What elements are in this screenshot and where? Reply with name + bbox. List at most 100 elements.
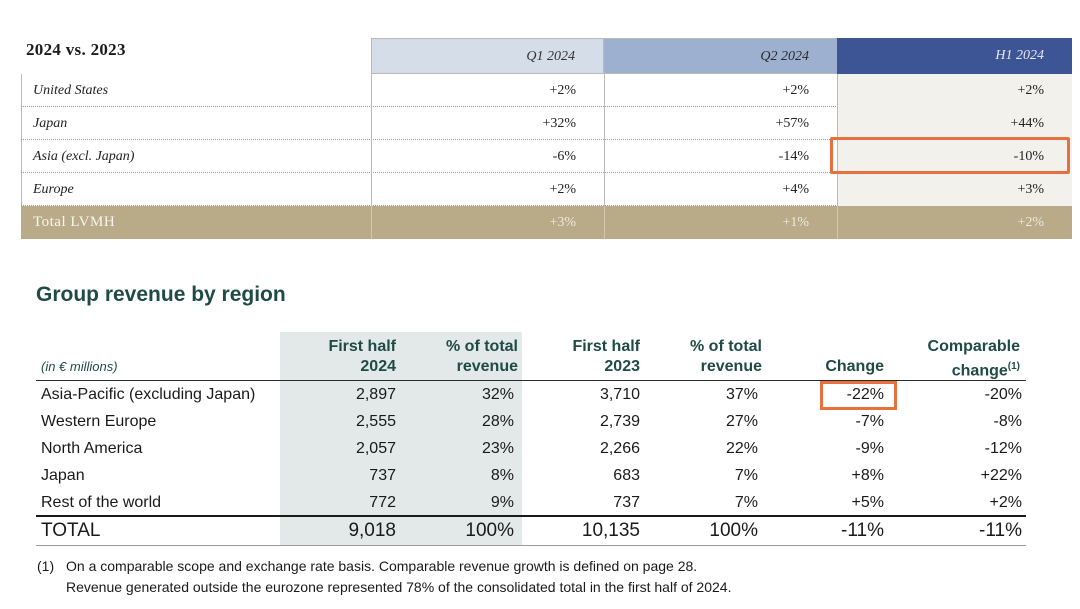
row-label: Asia-Pacific (excluding Japan)	[41, 386, 256, 403]
cell-pct-2023: 37%	[725, 386, 758, 403]
header-text: change	[951, 362, 1008, 380]
cell-q1: +2%	[371, 173, 604, 206]
header-line: First half	[328, 338, 396, 355]
cell-h1: -10%	[837, 140, 1072, 173]
cell-first-half-2024: 737	[369, 467, 396, 484]
column-header-pct-2024: % of total revenue	[446, 337, 518, 377]
row-label: Europe	[33, 182, 74, 197]
cell-first-half-2023: 3,710	[599, 386, 640, 403]
cell-h1: +44%	[837, 107, 1072, 140]
table-border	[21, 74, 22, 206]
total-first-half-2024: 9,018	[348, 520, 396, 541]
header-line: change(1)	[928, 357, 1020, 381]
table-header-row: 2024 vs. 2023 Q1 2024 Q2 2024 H1 2024	[21, 38, 1072, 74]
column-header-pct-2023: % of total revenue	[690, 337, 762, 377]
cell-first-half-2023: 2,266	[599, 440, 640, 457]
total-label: TOTAL	[41, 520, 101, 541]
row-label: Japan	[41, 467, 85, 484]
highlight-box	[830, 137, 1070, 174]
table-bottom-rule	[36, 545, 1026, 546]
footnote-line: On a comparable scope and exchange rate …	[66, 558, 698, 574]
cell-first-half-2024: 2,897	[355, 386, 396, 403]
column-header-first-half-2024: First half 2024	[328, 337, 396, 377]
row-label: Asia (excl. Japan)	[33, 149, 135, 164]
total-change: -11%	[841, 520, 884, 541]
row-label: North America	[41, 440, 143, 457]
table-row: Japan 737 8% 683 7% +8% +22%	[0, 462, 1080, 489]
table-row: Japan +32% +57% +44%	[21, 107, 1072, 140]
table-row: Asia (excl. Japan) -6% -14% -10%	[21, 140, 1072, 173]
column-shading	[280, 332, 522, 546]
row-label: Japan	[33, 116, 68, 131]
total-row: Total LVMH +3% +1% +2%	[21, 206, 1072, 239]
cell-pct-2024: 9%	[490, 494, 514, 511]
header-line: 2023	[604, 358, 640, 375]
cell-change: +8%	[851, 467, 884, 484]
section-title: Group revenue by region	[36, 283, 286, 306]
cell-q1: +32%	[371, 107, 604, 140]
cell-q2: -14%	[604, 140, 837, 173]
cell-comparable-change: +22%	[980, 467, 1022, 484]
total-q1: +3%	[371, 206, 604, 239]
cell-first-half-2023: 737	[613, 494, 640, 511]
table-row: Western Europe 2,555 28% 2,739 27% -7% -…	[0, 408, 1080, 435]
cell-q2: +57%	[604, 107, 837, 140]
total-comparable-change: -11%	[979, 520, 1022, 541]
cell-pct-2024: 23%	[481, 440, 514, 457]
cell-pct-2023: 22%	[725, 440, 758, 457]
cell-comparable-change: +2%	[989, 494, 1022, 511]
cell-pct-2023: 7%	[734, 467, 758, 484]
cell-pct-2023: 27%	[725, 413, 758, 430]
cell-h1: +3%	[837, 173, 1072, 206]
row-label: Western Europe	[41, 413, 157, 430]
table-row: Asia-Pacific (excluding Japan) 2,897 32%…	[0, 381, 1080, 408]
cell-pct-2024: 32%	[481, 386, 514, 403]
header-line: First half	[572, 338, 640, 355]
cell-q2: +2%	[604, 74, 837, 107]
cell-pct-2024: 28%	[481, 413, 514, 430]
cell-q2: +4%	[604, 173, 837, 206]
header-line: % of total	[446, 338, 518, 355]
cell-h1: +2%	[837, 74, 1072, 107]
cell-first-half-2024: 2,555	[355, 413, 396, 430]
cell-change: +5%	[851, 494, 884, 511]
header-line: Comparable	[927, 338, 1020, 355]
cell-q1: -6%	[371, 140, 604, 173]
cell-first-half-2024: 772	[369, 494, 396, 511]
cell-comparable-change: -8%	[993, 413, 1022, 430]
column-header-q1: Q1 2024	[371, 38, 604, 74]
units-label: (in € millions)	[41, 359, 118, 374]
total-pct-2023: 100%	[709, 520, 758, 541]
column-header-q2: Q2 2024	[604, 38, 837, 74]
cell-change: -9%	[855, 440, 884, 457]
header-line: revenue	[700, 358, 762, 375]
column-header-comparable-change: Comparable change(1)	[928, 337, 1020, 381]
cell-first-half-2023: 2,739	[599, 413, 640, 430]
cell-change: -7%	[855, 413, 884, 430]
column-header-change: Change	[825, 357, 884, 377]
header-line: revenue	[456, 358, 518, 375]
cell-first-half-2023: 683	[613, 467, 640, 484]
header-rule	[36, 380, 1026, 381]
header-line: 2024	[360, 358, 396, 375]
table-row: North America 2,057 23% 2,266 22% -9% -1…	[0, 435, 1080, 462]
cell-change: -22%	[846, 386, 884, 403]
cell-pct-2024: 8%	[490, 467, 514, 484]
header-line: Change	[825, 358, 884, 375]
column-header-first-half-2023: First half 2023	[572, 337, 640, 377]
highlight-box	[820, 381, 897, 410]
table-title: 2024 vs. 2023	[26, 40, 126, 59]
cell-comparable-change: -12%	[984, 440, 1022, 457]
total-h1: +2%	[837, 206, 1072, 239]
footnote-ref: (1)	[1007, 361, 1020, 372]
cell-comparable-change: -20%	[984, 386, 1022, 403]
table-row: Rest of the world 772 9% 737 7% +5% +2%	[0, 489, 1080, 516]
total-label: Total LVMH	[33, 214, 116, 230]
footnote-line: Revenue generated outside the eurozone r…	[66, 579, 732, 595]
total-first-half-2023: 10,135	[581, 520, 640, 541]
cell-pct-2023: 7%	[734, 494, 758, 511]
row-label: United States	[33, 83, 109, 98]
total-q2: +1%	[604, 206, 837, 239]
row-label: Rest of the world	[41, 494, 162, 511]
total-rule	[36, 515, 1026, 517]
